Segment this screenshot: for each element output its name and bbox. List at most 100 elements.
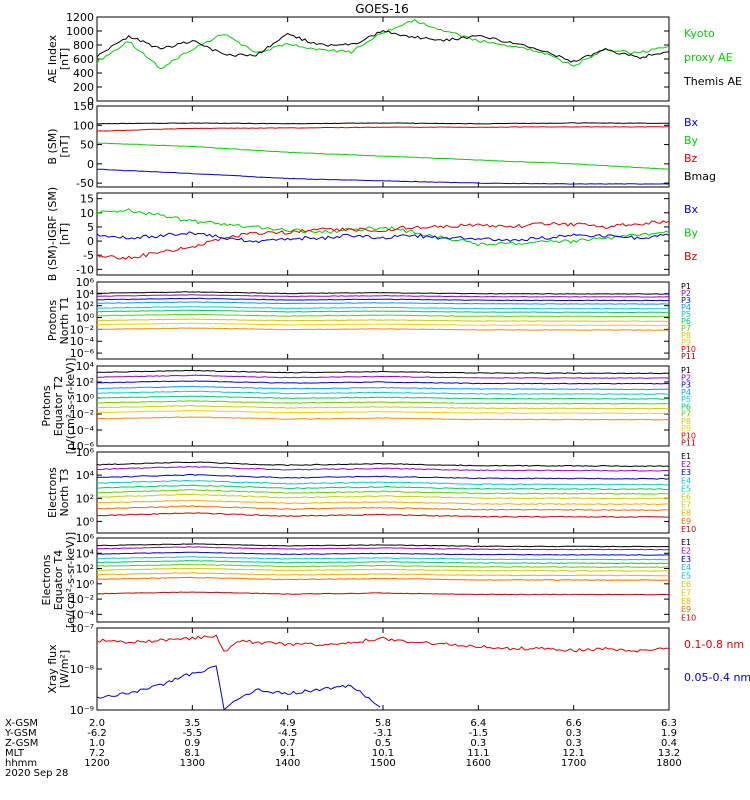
y-tick-label: 10⁴ [76, 360, 95, 373]
series-line-E1 [97, 461, 669, 468]
series-line-P9 [97, 322, 669, 327]
legend-entry: E3 [681, 555, 691, 564]
series-line-E9 [97, 576, 669, 581]
series-line-P10 [97, 416, 669, 421]
series-line-P2 [97, 294, 669, 298]
legend-entry: Bz [684, 250, 698, 263]
series-line-Bz [97, 220, 669, 260]
legend-entry: E7 [681, 588, 691, 597]
series-line-P5 [97, 390, 669, 395]
y-tick-label: 10⁻² [70, 408, 94, 421]
series-line-E10 [97, 512, 669, 518]
axis-row-label: MLT [5, 748, 25, 759]
series-line-E4 [97, 479, 669, 486]
y-axis-label: Xray flux [46, 644, 59, 694]
legend-entry: Themis AE [683, 75, 742, 88]
y-axis-label: [nT] [58, 223, 71, 245]
legend-entry: Bz [684, 152, 698, 165]
date-label: 2020 Sep 28 [5, 768, 68, 779]
y-axis-label: North T3 [58, 469, 71, 517]
axis-cell: 11.1 [467, 748, 489, 759]
y-tick-label: 0 [87, 158, 94, 171]
axis-cell: 0.3 [566, 728, 582, 739]
series-line-P8 [97, 318, 669, 322]
legend-entry: P11 [681, 439, 696, 448]
y-axis-label: Electrons [46, 467, 59, 518]
series-line-By [97, 142, 669, 170]
panel-frame [96, 627, 670, 711]
axis-cell: 3.5 [184, 718, 200, 729]
y-axis-label: [nT] [58, 135, 71, 157]
axis-cell: 0.4 [661, 738, 677, 749]
series-line-P10 [97, 327, 669, 331]
y-tick-label: 10⁻⁶ [70, 347, 95, 360]
legend-entry: P3 [681, 296, 691, 305]
y-tick-label: 400 [73, 67, 94, 80]
axis-cell: 6.3 [661, 718, 677, 729]
plot-area [97, 461, 669, 518]
y-tick-label: 10⁻⁸ [70, 663, 95, 676]
legend-entry: P9 [681, 338, 691, 347]
axis-cell: 6.4 [470, 718, 486, 729]
axis-cell: 1700 [561, 758, 586, 769]
axis-row-label: hhmm [5, 758, 37, 769]
series-line-E9 [97, 505, 669, 512]
y-tick-label: 100 [73, 119, 94, 132]
axis-cell: 8.1 [184, 748, 200, 759]
legend-entry: P10 [681, 345, 696, 354]
series-line-E4 [97, 556, 669, 561]
plot-area [97, 208, 669, 260]
legend-entry: E8 [681, 597, 691, 606]
axis-cell: 0.5 [375, 738, 391, 749]
series-line-0.05-0.4-nm [97, 665, 381, 710]
y-tick-label: 10⁰ [76, 578, 95, 591]
legend-entry: P2 [681, 373, 691, 382]
series-line-E7 [97, 493, 669, 500]
axis-cell: 12.1 [563, 748, 585, 759]
series-line-Themis-AE [97, 30, 669, 63]
legend-entry: P11 [681, 352, 696, 361]
axis-cell: -3.1 [373, 728, 393, 739]
legend-entry: P5 [681, 310, 691, 319]
legend-entry: E10 [681, 614, 696, 623]
axis-cell: 0.9 [184, 738, 200, 749]
series-line-P8 [97, 404, 669, 410]
plot-area [97, 122, 669, 185]
axis-cell: 9.1 [280, 748, 296, 759]
legend-entry: P6 [681, 402, 691, 411]
legend-entry: E2 [681, 460, 691, 469]
y-tick-label: 1000 [66, 25, 94, 38]
y-axis-label: AE Index [46, 34, 59, 83]
series-line-P4 [97, 385, 669, 391]
series-line-Bz [97, 126, 669, 132]
y-tick-label: 5 [87, 221, 94, 234]
y-tick-label: 10⁶ [76, 276, 95, 289]
legend-entry: P8 [681, 331, 691, 340]
series-line-P1 [97, 291, 669, 295]
legend-entry: E6 [681, 493, 691, 502]
panel-frame [96, 16, 670, 102]
y-axis-label: Protons [40, 385, 53, 426]
y-axis-label: North T1 [58, 297, 71, 345]
legend-entry: P4 [681, 388, 691, 397]
legend-entry: E7 [681, 501, 691, 510]
y-tick-label: -50 [76, 177, 94, 190]
series-line-Bx [97, 231, 669, 244]
series-line-P9 [97, 409, 669, 415]
series-line-Kyoto-proxy-AE [97, 18, 669, 70]
legend-entry: P7 [681, 410, 691, 419]
legend-entry: 0.05-0.4 nm [684, 671, 750, 684]
y-tick-label: 0 [87, 95, 94, 108]
axis-row-label: Z-GSM [5, 738, 38, 749]
legend-entry: E4 [681, 476, 691, 485]
plot-area [97, 543, 669, 596]
legend-entry: 0.1-0.8 nm [684, 638, 744, 651]
y-tick-label: 10² [76, 376, 94, 389]
axis-cell: 1200 [84, 758, 109, 769]
legend-entry: E3 [681, 468, 691, 477]
series-line-Bx [97, 168, 669, 185]
